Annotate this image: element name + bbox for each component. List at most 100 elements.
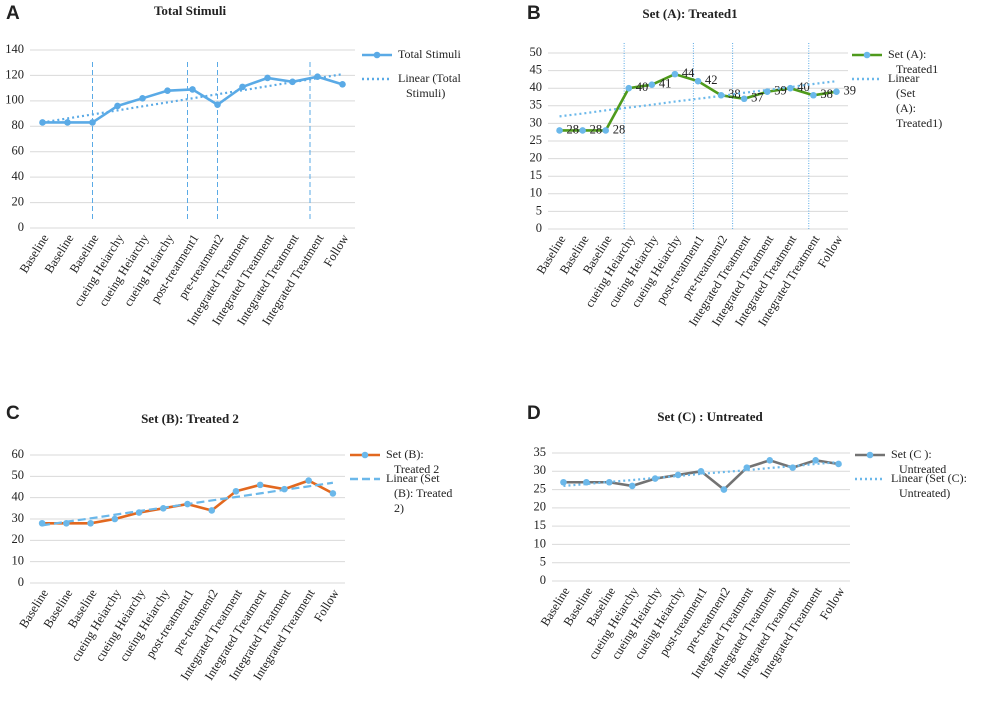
data-point (625, 84, 633, 92)
data-label: 28 (613, 122, 626, 136)
y-tick-label: 40 (530, 80, 543, 94)
chart-panel: D Set (C) : Untreated05101520253035Baseli… (527, 403, 970, 681)
y-tick-label: 30 (12, 511, 25, 525)
data-point (189, 86, 196, 93)
data-point (602, 127, 609, 134)
chart-panel: A Total Stimuli020406080100120140Baseline… (5, 3, 464, 328)
data-label: 28 (567, 122, 580, 136)
data-label: 39 (843, 84, 856, 98)
data-label: 44 (682, 66, 695, 80)
data-label: 28 (590, 122, 603, 136)
y-tick-label: 10 (530, 186, 543, 200)
data-point (835, 460, 842, 468)
data-point (339, 81, 346, 88)
data-point (208, 507, 216, 514)
y-tick-label: 5 (540, 555, 546, 569)
chart-panel: B Set (A): Treated105101520253035404550Ba… (527, 3, 942, 329)
panel-letter: C (6, 403, 20, 424)
y-tick-label: 40 (12, 169, 25, 183)
y-tick-label: 0 (536, 221, 542, 235)
data-point (139, 95, 146, 102)
y-tick-label: 5 (536, 203, 542, 217)
data-point (579, 127, 586, 134)
panel-letter: D (527, 403, 541, 424)
legend-label: Linear (Total Stimuli) (398, 71, 464, 100)
y-tick-label: 15 (530, 168, 543, 182)
legend-label: Set (C ): Untreated (891, 447, 946, 476)
data-point (556, 127, 563, 134)
data-point (694, 77, 702, 85)
legend-label: Linear (Set (B): Treated 2) (386, 471, 455, 515)
data-point (164, 87, 171, 94)
y-tick-label: 20 (12, 194, 25, 208)
panel-letter: B (527, 3, 541, 24)
y-tick-label: 35 (534, 445, 547, 459)
data-point (812, 457, 819, 464)
trend-line (559, 80, 837, 118)
legend-marker (373, 51, 381, 59)
data-line (563, 458, 839, 492)
data-label: 39 (774, 84, 787, 98)
data-point (239, 83, 246, 91)
y-tick-label: 20 (12, 532, 25, 546)
legend-label: Total Stimuli (398, 47, 461, 61)
data-label: 42 (705, 73, 718, 87)
data-point (810, 91, 817, 99)
legend-label: Set (B): Treated 2 (386, 447, 439, 476)
y-tick-label: 25 (534, 481, 547, 495)
data-point (833, 88, 840, 96)
y-tick-label: 60 (12, 447, 25, 461)
data-point (720, 486, 728, 493)
y-tick-label: 100 (5, 93, 24, 107)
data-label: 40 (797, 80, 810, 94)
y-tick-label: 20 (534, 500, 547, 514)
y-tick-label: 45 (530, 62, 543, 76)
y-tick-label: 60 (12, 144, 25, 158)
y-tick-label: 0 (540, 573, 546, 587)
data-point (114, 102, 121, 110)
legend-marker (863, 51, 871, 59)
chart-title: Set (B): Treated 2 (141, 411, 239, 426)
y-tick-label: 50 (12, 468, 25, 482)
legend-label: Set (A): Treated1 (888, 47, 938, 76)
data-point (560, 478, 567, 486)
x-tick-label: Follow (311, 587, 342, 624)
y-tick-label: 80 (12, 118, 25, 132)
legend-marker (866, 451, 874, 459)
data-point (740, 95, 748, 103)
y-tick-label: 35 (530, 98, 543, 112)
data-point (232, 487, 240, 495)
data-point (628, 482, 636, 490)
legend-label: Linear (Set (A): Treated1) (888, 71, 942, 130)
y-tick-label: 15 (534, 518, 547, 532)
data-point (111, 515, 119, 523)
data-point (766, 457, 774, 464)
legend-marker (361, 451, 369, 459)
y-tick-label: 30 (534, 463, 547, 477)
data-point (89, 119, 96, 126)
y-tick-label: 20 (530, 150, 543, 164)
chart-title: Total Stimuli (154, 3, 227, 18)
y-tick-label: 120 (5, 67, 24, 81)
data-point (648, 81, 656, 88)
trend-line (41, 481, 334, 527)
data-label: 37 (751, 91, 764, 105)
y-tick-label: 0 (18, 220, 24, 234)
data-point (329, 490, 337, 497)
data-point (256, 481, 264, 489)
chart-title: Set (C) : Untreated (657, 409, 763, 424)
data-point (87, 519, 94, 527)
legend-label: Linear (Set (C): Untreated) (891, 471, 970, 500)
y-tick-label: 30 (530, 115, 543, 129)
data-point (264, 74, 271, 82)
chart-title: Set (A): Treated1 (642, 6, 737, 21)
data-point (214, 101, 221, 108)
data-point (305, 477, 312, 484)
y-tick-label: 10 (534, 536, 547, 550)
panel-letter: A (6, 3, 20, 24)
data-point (671, 70, 679, 78)
data-point (64, 119, 71, 126)
y-tick-label: 25 (530, 133, 543, 147)
y-tick-label: 0 (18, 575, 24, 589)
y-tick-label: 10 (12, 554, 25, 568)
